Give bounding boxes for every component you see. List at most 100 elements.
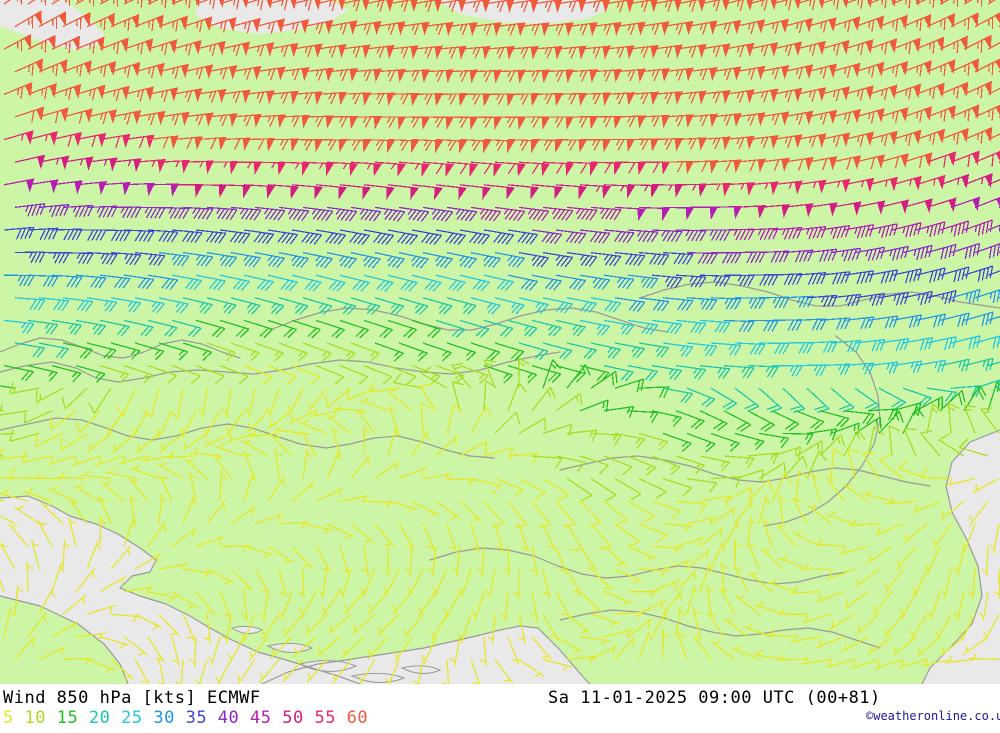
wind-barb: [377, 613, 400, 636]
wind-barb: [374, 206, 406, 222]
wind-barb: [675, 500, 707, 515]
wind-barb: [387, 138, 420, 154]
wind-barb: [350, 116, 383, 130]
wind-barb: [230, 505, 256, 525]
wind-barb: [826, 568, 856, 580]
wind-barb: [771, 134, 803, 149]
wind-barb: [590, 206, 622, 221]
wind-barb: [270, 636, 293, 659]
wind-barb: [387, 365, 417, 385]
wind-barb: [675, 569, 698, 593]
wind-barb: [771, 446, 802, 459]
wind-barb: [156, 461, 184, 480]
wind-barb: [872, 591, 893, 616]
wind-barb: [974, 335, 1000, 349]
wind-barb: [662, 558, 692, 570]
wind-barb: [566, 251, 598, 267]
wind-barb: [0, 542, 16, 570]
wind-barb: [874, 523, 904, 536]
wind-barb: [542, 523, 556, 552]
wind-barb: [422, 251, 453, 269]
wind-barb: [357, 659, 376, 684]
wind-barb: [27, 274, 59, 288]
wind-barb: [398, 116, 431, 130]
wind-barb: [795, 410, 825, 430]
wind-barb: [326, 20, 358, 35]
wind-barb: [171, 229, 203, 243]
wind-barb: [686, 113, 718, 128]
wind-barb: [278, 67, 310, 82]
wind-barb: [627, 229, 659, 243]
wind-barb: [771, 87, 803, 103]
wind-barb: [49, 410, 77, 430]
wind-barb: [27, 34, 56, 53]
wind-barb: [326, 251, 357, 269]
wind-barb: [167, 388, 184, 419]
wind-barb: [219, 365, 249, 385]
wind-barb: [3, 82, 33, 99]
wind-barb: [791, 497, 808, 525]
wind-barb: [590, 21, 622, 36]
wind-barb: [147, 365, 177, 384]
wind-barb: [723, 364, 755, 379]
wind-barb: [978, 591, 989, 622]
wind-barb: [555, 0, 587, 13]
wind-barb: [0, 432, 16, 435]
wind-barb: [9, 429, 40, 442]
wind-barb: [451, 546, 461, 577]
wind-barb: [590, 161, 623, 176]
wind-barb: [734, 342, 766, 355]
wind-barb: [51, 83, 82, 100]
wind-barb: [819, 0, 849, 10]
wind-barb: [326, 206, 358, 222]
wind-barb: [324, 387, 352, 408]
wind-barb: [158, 493, 168, 524]
wind-barb: [566, 342, 597, 360]
wind-barb: [555, 636, 583, 654]
wind-barb: [195, 0, 224, 10]
wind-barb: [675, 90, 707, 105]
wind-barb: [51, 35, 81, 53]
wind-barb: [215, 659, 232, 684]
wind-barb: [470, 206, 502, 222]
wind-barb: [806, 156, 838, 171]
wind-barb: [915, 174, 946, 190]
wind-barb: [531, 319, 562, 337]
wind-barb: [675, 43, 707, 59]
wind-barb: [867, 315, 899, 329]
wind-barb: [662, 114, 694, 128]
wind-barb: [795, 318, 827, 331]
wind-barb: [830, 422, 860, 436]
wind-barb: [627, 618, 653, 638]
wind-barb: [638, 251, 670, 266]
wind-barb: [830, 16, 861, 33]
wind-barb: [259, 659, 280, 683]
wind-barb: [710, 66, 742, 81]
wind-barb: [130, 464, 160, 480]
wind-barb: [110, 206, 142, 219]
wind-barb: [398, 21, 430, 36]
wind-barb: [326, 523, 355, 540]
wind-barb: [531, 45, 563, 60]
wind-barb: [363, 500, 395, 509]
wind-barb: [686, 516, 717, 525]
map-panel[interactable]: [0, 0, 1000, 684]
wind-barb: [710, 297, 742, 310]
wind-barb: [566, 613, 591, 634]
wind-barb: [795, 470, 810, 502]
wind-barb: [555, 500, 576, 528]
wind-barb: [854, 387, 880, 412]
wind-barb: [603, 45, 635, 60]
wind-barb: [267, 184, 299, 200]
wind-barb: [747, 319, 779, 332]
wind-barb: [451, 362, 472, 389]
wind-barb: [110, 658, 134, 680]
legend-entry-20: 20: [78, 708, 111, 728]
map-canvas[interactable]: [0, 0, 1000, 684]
border-line-2: [0, 337, 241, 359]
wind-barb: [182, 342, 213, 361]
wind-barb: [866, 545, 893, 564]
wind-barb: [974, 12, 1000, 30]
wind-barb: [767, 578, 797, 593]
